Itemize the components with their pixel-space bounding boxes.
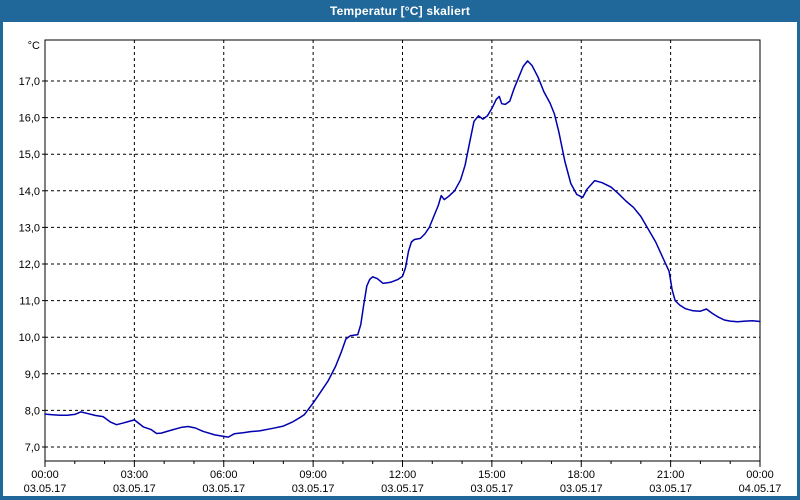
chart-area: 7,0 8,0 9,0 10,0 11,0 12,0 13,0 14,0 15,0 16,0 17,… (3, 22, 797, 496)
y-tick-label: 17,0 (19, 76, 40, 88)
y-tick-label: 13,0 (19, 222, 40, 234)
x-tick-time-label: 00:00 (31, 469, 59, 481)
x-tick-date-label: 04.05.17 (739, 483, 782, 495)
chart-svg[interactable]: 7,0 8,0 9,0 10,0 11,0 12,0 13,0 14,0 15,0 16,0 17,… (3, 22, 797, 496)
x-tick-time-label: 09:00 (299, 469, 327, 481)
x-tick-date-label: 03.05.17 (202, 483, 245, 495)
plot-border (44, 39, 761, 462)
window-title: Temperatur [°C] skaliert (329, 4, 471, 18)
x-tick-date-label: 03.05.17 (24, 483, 67, 495)
y-tick-label: 12,0 (19, 259, 40, 271)
x-tick-date-label: 03.05.17 (381, 483, 424, 495)
x-tick-date-label: 03.05.17 (649, 483, 692, 495)
y-tick-label: 7,0 (25, 442, 40, 454)
x-tick-time-label: 15:00 (478, 469, 506, 481)
y-tick-label: 15,0 (19, 149, 40, 161)
unit-label: °C (28, 40, 40, 52)
x-tick-time-label: 06:00 (210, 469, 238, 481)
x-tick-time-label: 03:00 (121, 469, 149, 481)
x-tick-date-label: 03.05.17 (113, 483, 156, 495)
y-tick-label: 11,0 (19, 296, 40, 308)
temperature-line (44, 60, 761, 438)
y-tick-label: 14,0 (19, 186, 40, 198)
x-tick-time-label: 21:00 (657, 469, 685, 481)
y-tick-label: 9,0 (25, 369, 40, 381)
x-tick-time-label: 18:00 (567, 469, 595, 481)
x-tick-date-label: 03.05.17 (560, 483, 603, 495)
x-tick-time-label: 12:00 (389, 469, 417, 481)
window-titlebar[interactable]: Temperatur [°C] skaliert (3, 0, 797, 22)
y-tick-label: 16,0 (19, 113, 40, 125)
x-tick-date-label: 03.05.17 (470, 483, 513, 495)
y-tick-label: 10,0 (19, 332, 40, 344)
y-tick-label: 8,0 (25, 405, 40, 417)
x-tick-time-label: 00:00 (746, 469, 774, 481)
x-tick-date-label: 03.05.17 (292, 483, 335, 495)
